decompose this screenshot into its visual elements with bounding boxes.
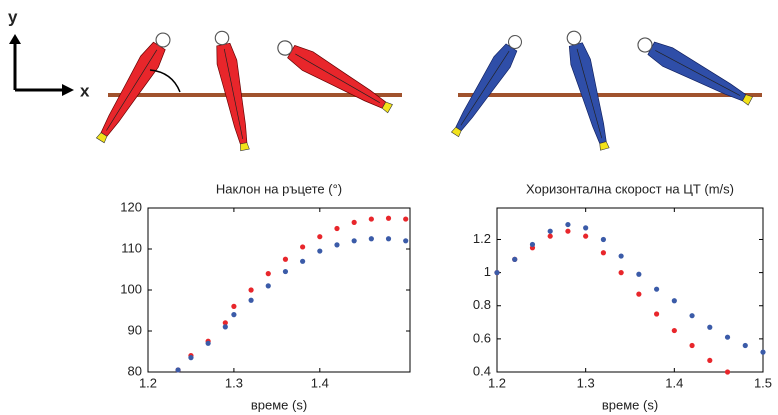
y-tick-label: 1 xyxy=(484,264,491,279)
x-axis-label: време (s) xyxy=(251,397,307,412)
data-point xyxy=(300,258,306,264)
data-point xyxy=(334,225,340,232)
x-tick-label: 1.5 xyxy=(754,375,772,390)
data-point xyxy=(583,225,589,231)
data-point xyxy=(529,241,536,248)
y-tick-label: 110 xyxy=(121,240,142,255)
data-point xyxy=(654,311,660,317)
data-point xyxy=(403,238,409,244)
data-point xyxy=(334,242,340,248)
data-point xyxy=(222,320,228,326)
y-tick-label: 80 xyxy=(128,363,142,378)
data-point xyxy=(282,256,289,262)
data-point xyxy=(600,236,607,243)
chart-title: Наклон на ръцете (°) xyxy=(216,181,342,196)
data-point xyxy=(188,355,194,361)
y-arrow-head xyxy=(9,34,21,44)
y-tick-label: 0.6 xyxy=(473,330,491,345)
y-tick-label: 1.2 xyxy=(473,231,491,246)
gymnast-blue xyxy=(446,30,528,141)
data-point xyxy=(351,219,357,225)
data-point xyxy=(671,327,677,334)
data-point xyxy=(368,236,374,242)
data-point xyxy=(403,216,409,222)
y-tick-label: 100 xyxy=(120,281,142,296)
data-point xyxy=(724,334,731,340)
data-point xyxy=(636,271,642,277)
data-point xyxy=(565,221,571,228)
x-arrow-head xyxy=(62,84,74,96)
data-point xyxy=(565,228,571,234)
data-point xyxy=(222,324,228,330)
gymnast-blue xyxy=(633,31,756,111)
data-point xyxy=(265,271,271,277)
gymnast-red xyxy=(210,28,256,153)
chart-title: Хоризонтална скорост на ЦТ (m/s) xyxy=(526,181,734,196)
data-point xyxy=(618,253,624,259)
data-point xyxy=(654,286,660,292)
data-point xyxy=(300,244,306,250)
x-axis-indicator: x xyxy=(80,81,90,100)
data-point xyxy=(317,248,323,254)
data-point xyxy=(231,303,237,309)
x-tick-label: 1.2 xyxy=(488,375,506,390)
gymnast-red xyxy=(272,34,397,119)
data-point xyxy=(760,349,766,355)
data-point xyxy=(707,357,713,364)
data-point xyxy=(689,313,695,319)
data-point xyxy=(282,268,289,275)
y-tick-label: 120 xyxy=(120,199,142,214)
y-tick-label: 90 xyxy=(128,322,142,337)
data-point xyxy=(547,233,553,239)
data-point xyxy=(317,234,323,240)
data-point xyxy=(248,297,254,303)
x-axis-label: време (s) xyxy=(602,397,658,412)
data-point xyxy=(671,298,677,304)
data-point xyxy=(205,340,211,346)
data-point xyxy=(689,342,695,349)
gymnast-blue xyxy=(561,28,616,153)
data-point xyxy=(265,283,271,289)
data-point xyxy=(385,215,392,221)
y-tick-label: 0.8 xyxy=(473,297,491,312)
data-point xyxy=(618,270,624,276)
data-point xyxy=(175,367,181,373)
y-axis-indicator: y xyxy=(8,7,18,26)
x-tick-label: 1.4 xyxy=(311,375,329,390)
x-tick-label: 1.2 xyxy=(139,375,157,390)
data-point xyxy=(368,216,374,222)
y-tick-label: 0.4 xyxy=(473,363,491,378)
data-point xyxy=(707,324,713,330)
x-tick-label: 1.4 xyxy=(665,375,683,390)
data-point xyxy=(351,238,357,244)
data-point xyxy=(512,256,518,262)
data-point xyxy=(385,236,392,242)
data-point xyxy=(231,312,237,318)
data-point xyxy=(494,270,500,276)
gymnast-red xyxy=(90,27,177,147)
data-point xyxy=(600,250,607,256)
angle-arc xyxy=(149,69,181,93)
data-point xyxy=(248,287,254,293)
plot-frame xyxy=(147,207,411,373)
x-tick-label: 1.3 xyxy=(577,375,595,390)
illustration: y x xyxy=(8,7,762,153)
x-tick-label: 1.3 xyxy=(225,375,243,390)
data-point xyxy=(636,291,642,297)
data-point xyxy=(583,233,589,239)
data-point xyxy=(724,369,731,375)
data-point xyxy=(547,228,553,234)
plot-frame xyxy=(496,207,764,373)
data-point xyxy=(742,342,748,349)
